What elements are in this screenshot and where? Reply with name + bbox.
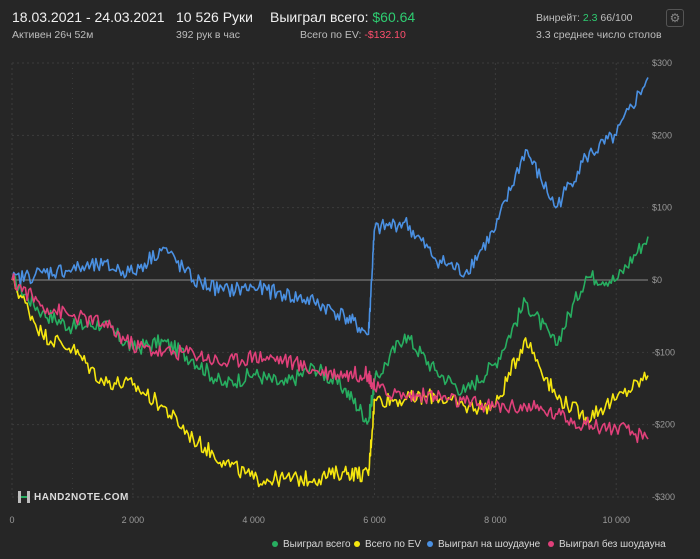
stats-header: 18.03.2021 - 24.03.2021 Активен 26ч 52м … — [0, 0, 700, 48]
winrate: Винрейт: 2.3 66/100 — [536, 12, 633, 24]
hands-per-hour: 392 рук в час — [176, 29, 240, 41]
x-tick-label: 10 000 — [602, 515, 630, 525]
legend-label: Выиграл всего — [283, 539, 351, 550]
ev-total-label: Всего по EV: — [300, 29, 362, 41]
date-range[interactable]: 18.03.2021 - 24.03.2021 — [12, 9, 165, 25]
series-line-showdown — [11, 77, 649, 336]
ev-total: Всего по EV: -$132.10 — [300, 29, 406, 41]
tick-labels: $300 $200 $100 $0 -$100 -$200 -$300 0 2 000 4 000… — [9, 58, 675, 525]
y-tick-label: $200 — [652, 130, 672, 140]
x-tick-label: 6 000 — [363, 515, 386, 525]
series-line-nonshowdown — [11, 273, 649, 444]
winrate-rest: 66/100 — [600, 12, 633, 24]
legend-label: Выиграл на шоудауне — [438, 539, 541, 550]
y-tick-label: -$100 — [652, 347, 675, 357]
won-total-label: Выиграл всего: — [270, 9, 369, 25]
hand2note-logo: HAND2NOTE.COM — [34, 492, 129, 503]
ev-total-value: -$132.10 — [364, 29, 406, 41]
legend-dot — [272, 541, 278, 548]
legend-dot — [548, 541, 554, 548]
y-tick-label: $300 — [652, 58, 672, 68]
legend-item-showdown[interactable]: Выиграл на шоудауне — [427, 539, 540, 550]
x-tick-label: 4 000 — [242, 515, 265, 525]
legend-item-ev[interactable]: Всего по EV — [354, 539, 421, 550]
y-tick-label: -$200 — [652, 420, 675, 430]
y-tick-label: $0 — [652, 275, 662, 285]
winrate-value: 2.3 — [582, 12, 598, 24]
series-line-ev — [11, 275, 649, 488]
series-line-won — [11, 236, 649, 425]
x-tick-label: 2 000 — [122, 515, 145, 525]
hands-count: 10 526 Руки — [176, 9, 253, 25]
won-total: Выиграл всего: $60.64 — [270, 9, 415, 25]
active-time: Активен 26ч 52м — [12, 29, 94, 41]
legend-label: Выиграл без шоудауна — [559, 539, 666, 550]
legend-item-won[interactable]: Выиграл всего — [272, 539, 351, 550]
settings-gear-icon[interactable]: ⚙ — [666, 9, 684, 27]
x-tick-label: 8 000 — [484, 515, 507, 525]
grid — [11, 62, 648, 498]
y-tick-label: $100 — [652, 203, 672, 213]
legend-dot — [427, 541, 433, 548]
legend-dot — [354, 541, 360, 548]
hand2note-logo-icon — [18, 491, 30, 503]
avg-tables: 3.3 среднее число столов — [536, 29, 662, 41]
y-tick-label: -$300 — [652, 492, 675, 502]
x-tick-label: 0 — [9, 515, 14, 525]
won-total-value: $60.64 — [372, 9, 416, 25]
series-lines — [11, 77, 649, 488]
legend-label: Всего по EV — [365, 539, 422, 550]
winrate-label: Винрейт: — [536, 12, 580, 24]
legend-item-nonshowdown[interactable]: Выиграл без шоудауна — [548, 539, 666, 550]
